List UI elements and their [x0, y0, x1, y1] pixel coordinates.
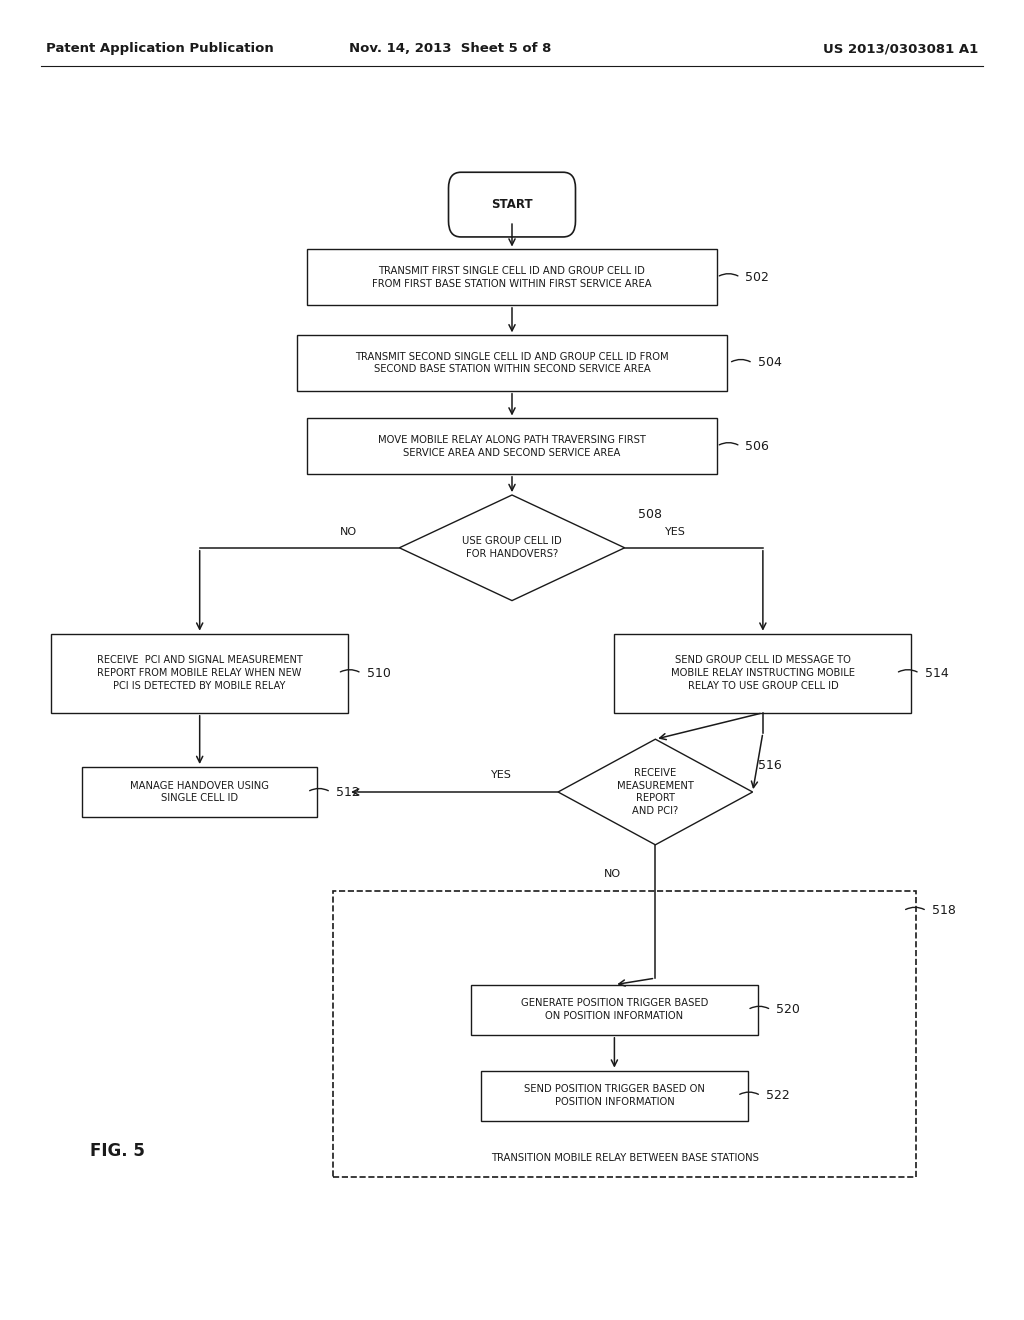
Text: 510: 510 — [367, 667, 390, 680]
Text: Patent Application Publication: Patent Application Publication — [46, 42, 273, 55]
Text: FIG. 5: FIG. 5 — [90, 1142, 145, 1160]
Text: SEND POSITION TRIGGER BASED ON
POSITION INFORMATION: SEND POSITION TRIGGER BASED ON POSITION … — [524, 1084, 705, 1107]
FancyBboxPatch shape — [82, 767, 317, 817]
Text: 516: 516 — [758, 759, 781, 772]
FancyBboxPatch shape — [449, 172, 575, 238]
Text: MOVE MOBILE RELAY ALONG PATH TRAVERSING FIRST
SERVICE AREA AND SECOND SERVICE AR: MOVE MOBILE RELAY ALONG PATH TRAVERSING … — [378, 434, 646, 458]
Text: TRANSMIT SECOND SINGLE CELL ID AND GROUP CELL ID FROM
SECOND BASE STATION WITHIN: TRANSMIT SECOND SINGLE CELL ID AND GROUP… — [355, 351, 669, 375]
FancyBboxPatch shape — [614, 634, 911, 713]
Text: 502: 502 — [745, 271, 769, 284]
Text: USE GROUP CELL ID
FOR HANDOVERS?: USE GROUP CELL ID FOR HANDOVERS? — [462, 536, 562, 560]
Polygon shape — [399, 495, 625, 601]
Text: US 2013/0303081 A1: US 2013/0303081 A1 — [822, 42, 978, 55]
Text: YES: YES — [666, 527, 686, 537]
Text: TRANSMIT FIRST SINGLE CELL ID AND GROUP CELL ID
FROM FIRST BASE STATION WITHIN F: TRANSMIT FIRST SINGLE CELL ID AND GROUP … — [372, 265, 652, 289]
Text: MANAGE HANDOVER USING
SINGLE CELL ID: MANAGE HANDOVER USING SINGLE CELL ID — [130, 780, 269, 804]
Text: 504: 504 — [758, 356, 781, 370]
Text: TRANSITION MOBILE RELAY BETWEEN BASE STATIONS: TRANSITION MOBILE RELAY BETWEEN BASE STA… — [490, 1152, 759, 1163]
Text: START: START — [492, 198, 532, 211]
FancyBboxPatch shape — [307, 418, 717, 474]
Text: NO: NO — [340, 527, 356, 537]
Text: 506: 506 — [745, 440, 769, 453]
FancyBboxPatch shape — [481, 1071, 748, 1121]
Text: SEND GROUP CELL ID MESSAGE TO
MOBILE RELAY INSTRUCTING MOBILE
RELAY TO USE GROUP: SEND GROUP CELL ID MESSAGE TO MOBILE REL… — [671, 656, 855, 690]
Text: NO: NO — [604, 869, 621, 879]
Polygon shape — [558, 739, 753, 845]
Text: 512: 512 — [336, 785, 359, 799]
Text: 522: 522 — [766, 1089, 790, 1102]
Text: RECEIVE
MEASUREMENT
REPORT
AND PCI?: RECEIVE MEASUREMENT REPORT AND PCI? — [616, 768, 694, 816]
Text: 518: 518 — [932, 904, 955, 917]
Text: 514: 514 — [925, 667, 948, 680]
Text: GENERATE POSITION TRIGGER BASED
ON POSITION INFORMATION: GENERATE POSITION TRIGGER BASED ON POSIT… — [521, 998, 708, 1022]
Text: 520: 520 — [776, 1003, 800, 1016]
Text: Nov. 14, 2013  Sheet 5 of 8: Nov. 14, 2013 Sheet 5 of 8 — [349, 42, 552, 55]
Text: YES: YES — [492, 770, 512, 780]
FancyBboxPatch shape — [307, 249, 717, 305]
FancyBboxPatch shape — [471, 985, 758, 1035]
Text: 508: 508 — [638, 508, 662, 521]
FancyBboxPatch shape — [297, 335, 727, 391]
FancyBboxPatch shape — [51, 634, 348, 713]
Text: RECEIVE  PCI AND SIGNAL MEASUREMENT
REPORT FROM MOBILE RELAY WHEN NEW
PCI IS DET: RECEIVE PCI AND SIGNAL MEASUREMENT REPOR… — [97, 656, 302, 690]
